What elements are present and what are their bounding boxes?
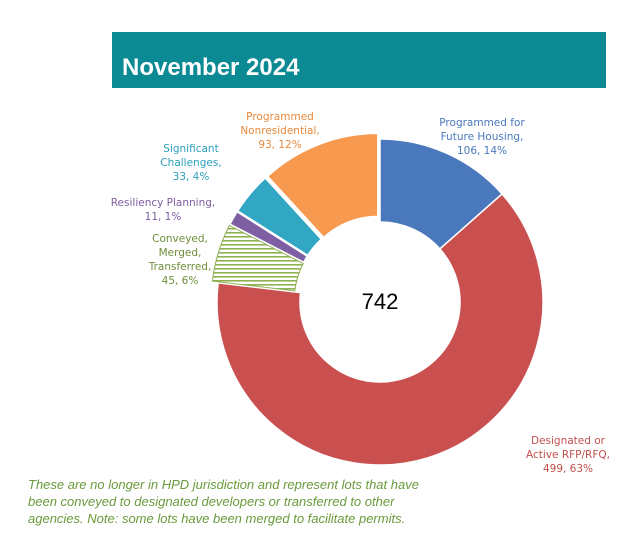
donut-slice-5 xyxy=(266,132,379,239)
slice-label-3-line-0: Resiliency Planning, xyxy=(111,197,216,209)
slice-label-1-line-1: Active RFP/RFQ, xyxy=(526,449,610,461)
footnote-line-2: been conveyed to designated developers o… xyxy=(28,494,395,509)
donut-slice-2 xyxy=(211,224,304,292)
footnote-line-3: agencies. Note: some lots have been merg… xyxy=(28,511,406,526)
footnote-line-1: These are no longer in HPD jurisdiction … xyxy=(28,477,419,492)
slice-label-0-line-1: Future Housing, xyxy=(441,131,524,143)
slice-label-2: Conveyed, Merged, Transferred, 45, 6% xyxy=(148,233,212,287)
slice-label-5: Programmed Nonresidential, 93, 12% xyxy=(240,111,319,151)
slice-label-2-line-0: Conveyed, xyxy=(152,233,208,245)
slice-label-5-line-1: Nonresidential, xyxy=(240,125,319,137)
chart-title: November 2024 xyxy=(122,54,300,81)
slice-label-2-line-3: 45, 6% xyxy=(162,275,199,287)
footnote: These are no longer in HPD jurisdiction … xyxy=(28,476,458,527)
donut-hole xyxy=(300,222,460,382)
slice-label-5-line-0: Programmed xyxy=(246,111,314,123)
slice-label-1: Designated or Active RFP/RFQ, 499, 63% xyxy=(526,435,610,475)
slice-label-1-line-2: 499, 63% xyxy=(543,463,593,475)
donut-slice-3 xyxy=(228,210,309,264)
slice-label-2-line-2: Transferred, xyxy=(148,261,212,273)
slice-label-5-line-2: 93, 12% xyxy=(258,139,301,151)
slice-label-2-line-1: Merged, xyxy=(159,247,202,259)
slice-label-4: Significant Challenges, 33, 4% xyxy=(160,143,221,183)
donut-slice-4 xyxy=(236,176,323,257)
slice-label-4-line-0: Significant xyxy=(163,143,218,155)
slice-label-0-line-0: Programmed for xyxy=(439,117,525,129)
slice-label-3: Resiliency Planning, 11, 1% xyxy=(111,197,216,223)
slice-label-3-line-1: 11, 1% xyxy=(145,211,182,223)
slice-label-0-line-2: 106, 14% xyxy=(457,145,507,157)
slice-label-0: Programmed for Future Housing, 106, 14% xyxy=(439,117,525,157)
slice-label-4-line-2: 33, 4% xyxy=(173,171,210,183)
slice-label-4-line-1: Challenges, xyxy=(160,157,221,169)
slice-label-1-line-0: Designated or xyxy=(531,435,606,447)
center-total-label: 742 xyxy=(362,289,399,314)
chart-title-banner: November 2024 xyxy=(112,32,606,88)
